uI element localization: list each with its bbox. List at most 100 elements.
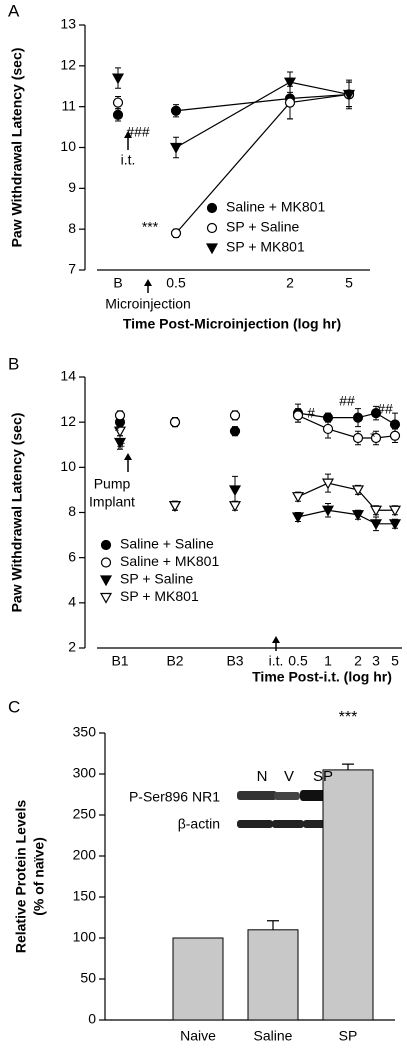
y-axis-label: Relative Protein Levels — [13, 800, 29, 954]
legend-label: SP + MK801 — [120, 588, 199, 604]
x-tick-label: B — [113, 275, 122, 291]
point — [112, 97, 124, 108]
x-tick-label: B1 — [111, 653, 128, 669]
annotation: Pump — [94, 476, 131, 492]
panel-label: A — [8, 1, 20, 20]
legend-label: SP + Saline — [226, 219, 300, 235]
point — [291, 492, 305, 503]
y-tick-label: 13 — [60, 16, 76, 32]
point — [170, 105, 182, 116]
point — [351, 510, 365, 521]
point — [389, 430, 401, 441]
x-tick-label: B2 — [166, 653, 183, 669]
point — [389, 419, 401, 430]
point — [352, 412, 364, 423]
point — [99, 575, 113, 587]
arrow-head — [124, 453, 132, 460]
y-tick-label: 0 — [88, 1011, 96, 1027]
x-axis-label: Time Post-Microinjection (log hr) — [123, 316, 341, 332]
x-axis-label: Time Post-i.t. (log hr) — [252, 669, 392, 685]
point — [352, 432, 364, 444]
x-tick-label: 0.5 — [166, 275, 186, 291]
legend-label: SP + MK801 — [226, 239, 305, 255]
point — [206, 222, 218, 234]
point — [284, 97, 296, 108]
series-line — [175, 93, 350, 112]
point — [388, 505, 402, 517]
point — [229, 410, 241, 421]
point — [114, 410, 126, 421]
y-tick-label: 300 — [73, 765, 97, 781]
point — [370, 408, 382, 419]
x-tick-label: 2 — [286, 275, 294, 291]
x-tick-label: 0.5 — [288, 653, 308, 669]
y-tick-label: 150 — [73, 888, 97, 904]
bar — [322, 769, 374, 1021]
annotation: # — [117, 437, 125, 453]
y-tick-label: 350 — [73, 724, 97, 740]
y-tick-label: 10 — [60, 138, 76, 154]
y-tick-label: 6 — [68, 548, 76, 564]
annotation: # — [307, 405, 315, 421]
legend-label: Saline + MK801 — [226, 199, 325, 215]
y-tick-label: 2 — [68, 639, 76, 655]
x-tick-label: 5 — [391, 653, 399, 669]
legend-label: SP + Saline — [120, 571, 194, 587]
y-tick-label: 8 — [68, 220, 76, 236]
legend-label: Saline + Saline — [120, 536, 214, 552]
point — [168, 501, 182, 512]
y-tick-label: 4 — [68, 594, 76, 610]
point — [322, 412, 334, 423]
y-tick-label: 12 — [60, 413, 76, 429]
x-tick-label: 5 — [345, 275, 353, 291]
blot-row-label: P-Ser896 NR1 — [129, 789, 220, 805]
arrow-head — [124, 131, 132, 138]
panel-label: C — [8, 697, 20, 716]
x-tick-label: 1 — [324, 653, 332, 669]
blot-band — [237, 791, 277, 800]
y-tick-label: 10 — [60, 458, 76, 474]
point — [388, 519, 402, 531]
blot-row-label: β-actin — [178, 816, 220, 832]
legend-label: Saline + MK801 — [120, 553, 219, 569]
point — [100, 539, 112, 551]
x-tick-label: 3 — [372, 653, 380, 669]
point — [342, 89, 356, 101]
error-bar — [267, 920, 279, 930]
y-axis-label: Paw Withdrawal Latency (sec) — [9, 48, 25, 248]
point — [369, 505, 383, 517]
point — [206, 202, 218, 214]
blot-lane-label: V — [284, 768, 294, 785]
point — [322, 423, 334, 435]
point — [113, 426, 127, 438]
point — [369, 519, 383, 531]
annotation: *** — [339, 709, 358, 726]
point — [205, 243, 219, 255]
point — [291, 512, 305, 524]
arrow-head — [144, 279, 152, 286]
arrow-head — [272, 636, 280, 643]
panel-label: B — [8, 354, 19, 373]
x-tick-label: SP — [339, 1028, 358, 1044]
point — [112, 109, 124, 120]
y-tick-label: 8 — [68, 503, 76, 519]
annotation: * — [114, 423, 120, 439]
point — [228, 485, 242, 497]
point — [170, 228, 182, 239]
annotation: i.t. — [121, 152, 136, 168]
point — [283, 77, 297, 89]
annotation: ## — [339, 393, 355, 409]
point — [351, 485, 365, 497]
y-tick-label: 14 — [60, 368, 76, 384]
annotation: Microinjection — [105, 296, 191, 312]
point — [229, 426, 241, 437]
bar — [247, 929, 299, 1021]
point — [169, 417, 181, 428]
series-line — [175, 81, 350, 149]
annotation: Implant — [89, 494, 135, 510]
x-tick-label: Naive — [180, 1028, 216, 1044]
y-axis-label: (% of naïve) — [31, 837, 47, 916]
blot-band — [272, 820, 304, 828]
blot-band — [274, 792, 300, 800]
y-tick-label: 11 — [61, 97, 76, 113]
